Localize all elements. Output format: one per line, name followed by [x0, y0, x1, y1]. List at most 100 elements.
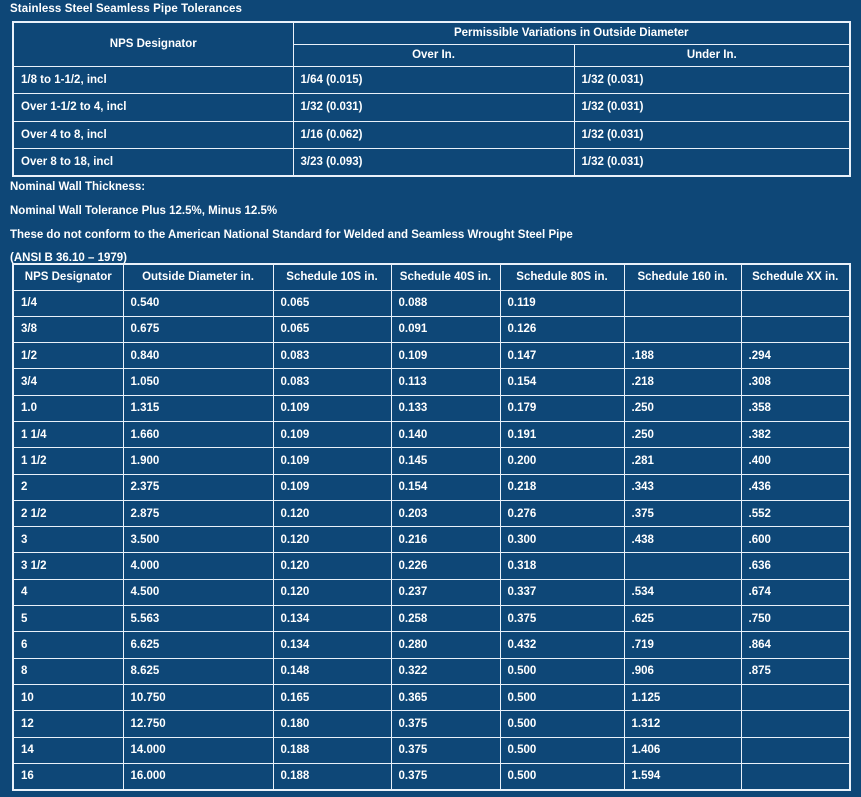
table-cell: 0.226: [390, 552, 501, 580]
table-cell: Over 8 to 18, incl: [12, 148, 294, 177]
table-row: 1/8 to 1-1/2, incl 1/64 (0.015) 1/32 (0.03…: [12, 65, 851, 94]
table-cell: 0.113: [390, 368, 501, 396]
table-cell: 0.200: [499, 447, 625, 475]
table-cell: 1/32 (0.031): [573, 93, 851, 122]
table-cell: .375: [623, 499, 742, 528]
table-cell: .294: [740, 342, 851, 370]
schedule-table-header: NPS Designator Outside Diameter in. Sche…: [12, 263, 851, 291]
table-cell: 0.237: [390, 578, 501, 607]
table-cell: 1/32 (0.031): [292, 93, 575, 122]
table-cell: 3/8: [12, 315, 124, 344]
table-cell: 0.375: [390, 762, 501, 791]
table-cell: 0.216: [390, 526, 501, 554]
table-cell: [740, 289, 851, 317]
table-row: 1/4 0.540 0.065 0.088 0.119: [12, 289, 851, 317]
table-cell: 0.540: [122, 289, 274, 317]
table-cell: 0.258: [390, 605, 501, 633]
table-cell: 0.180: [272, 710, 392, 738]
table-cell: .674: [740, 578, 851, 607]
table-cell: 0.500: [499, 736, 625, 764]
table-row: 16 16.000 0.188 0.375 0.500 1.594: [12, 762, 851, 791]
table-cell: [740, 736, 851, 764]
column-header-permissible-variations: Permissible Variations in Outside Diamet…: [292, 21, 851, 45]
table-cell: 0.148: [272, 657, 392, 685]
note-line: Nominal Wall Tolerance Plus 12.5%, Minus…: [10, 204, 278, 217]
table-cell: 0.147: [499, 342, 625, 370]
table-cell: 1/4: [12, 289, 124, 317]
table-cell: .308: [740, 368, 851, 396]
table-cell: [740, 762, 851, 791]
table-cell: 0.675: [122, 315, 274, 344]
table-cell: 0.091: [390, 315, 501, 344]
table-cell: 1/32 (0.031): [573, 120, 851, 149]
table-cell: .750: [740, 605, 851, 633]
table-cell: 1.660: [122, 420, 274, 449]
table-row: 12 12.750 0.180 0.375 0.500 1.312: [12, 710, 851, 738]
table-cell: 1/64 (0.015): [292, 65, 575, 94]
table-cell: 1.125: [623, 683, 742, 712]
table-row: 1/2 0.840 0.083 0.109 0.147.188.294: [12, 342, 851, 370]
schedule-table-body: 1/4 0.540 0.065 0.088 0.119 3/8 0.675 0.065 0.09…: [12, 289, 851, 791]
table-row: 3 1/2 4.000 0.120 0.226 0.318 .636: [12, 552, 851, 580]
column-header-outside-diameter: Outside Diameter in.: [122, 263, 274, 291]
table-row: 14 14.000 0.188 0.375 0.500 1.406: [12, 736, 851, 764]
table-cell: .281: [623, 447, 742, 475]
table-cell: 0.134: [272, 605, 392, 633]
table-cell: 1.050: [122, 368, 274, 396]
table-cell: 1.594: [623, 762, 742, 791]
table-row: Over 1-1/2 to 4, incl 1/32 (0.031) 1/32 (0…: [12, 93, 851, 122]
table-cell: 0.088: [390, 289, 501, 317]
table-cell: 0.083: [272, 342, 392, 370]
schedule-table: NPS Designator Outside Diameter in. Sche…: [12, 263, 851, 791]
table-cell: 3/4: [12, 368, 124, 396]
table-cell: 6: [12, 631, 124, 659]
table-row: 3/8 0.675 0.065 0.091 0.126: [12, 315, 851, 344]
table-cell: .906: [623, 657, 742, 685]
table-cell: 0.840: [122, 342, 274, 370]
table-cell: 0.188: [272, 762, 392, 791]
table-cell: 14.000: [122, 736, 274, 764]
table-row: 1 1/2 1.900 0.109 0.145 0.200.281.400: [12, 447, 851, 475]
column-header-nps-designator: NPS Designator: [12, 263, 124, 291]
table-cell: .864: [740, 631, 851, 659]
table-cell: 5: [12, 605, 124, 633]
table-cell: .534: [623, 578, 742, 607]
table-cell: 1/2: [12, 342, 124, 370]
table-cell: 0.276: [499, 499, 625, 528]
table-cell: 10.750: [122, 683, 274, 712]
table-cell: 1 1/4: [12, 420, 124, 449]
tolerances-table-header: NPS Designator Permissible Variations in…: [12, 21, 851, 67]
table-cell: 0.109: [272, 420, 392, 449]
table-cell: Over 4 to 8, incl: [12, 120, 294, 149]
table-cell: 0.119: [499, 289, 625, 317]
column-header-schedule-40s: Schedule 40S in.: [390, 263, 501, 291]
table-cell: 0.134: [272, 631, 392, 659]
column-header-schedule-10s: Schedule 10S in.: [272, 263, 392, 291]
table-cell: .250: [623, 420, 742, 449]
table-cell: 0.165: [272, 683, 392, 712]
table-cell: 1/16 (0.062): [292, 120, 575, 149]
table-cell: 0.318: [499, 552, 625, 580]
table-cell: 1/32 (0.031): [573, 148, 851, 177]
table-cell: 0.083: [272, 368, 392, 396]
table-cell: 1.315: [122, 394, 274, 422]
table-cell: 2.875: [122, 499, 274, 528]
table-cell: 0.500: [499, 762, 625, 791]
table-cell: 0.140: [390, 420, 501, 449]
column-header-schedule-80s: Schedule 80S in.: [499, 263, 625, 291]
table-cell: 0.203: [390, 499, 501, 528]
table-cell: [623, 315, 742, 344]
table-cell: .358: [740, 394, 851, 422]
table-cell: [623, 552, 742, 580]
table-row: 1 1/4 1.660 0.109 0.140 0.191.250.382: [12, 420, 851, 449]
table-cell: 3 1/2: [12, 552, 124, 580]
table-row: 4 4.500 0.120 0.237 0.337.534.674: [12, 578, 851, 607]
table-cell: 3/23 (0.093): [292, 148, 575, 177]
table-cell: 4: [12, 578, 124, 607]
table-cell: 0.365: [390, 683, 501, 712]
table-cell: 12.750: [122, 710, 274, 738]
page-title: Stainless Steel Seamless Pipe Tolerances: [10, 3, 242, 15]
table-cell: 14: [12, 736, 124, 764]
table-cell: 8: [12, 657, 124, 685]
